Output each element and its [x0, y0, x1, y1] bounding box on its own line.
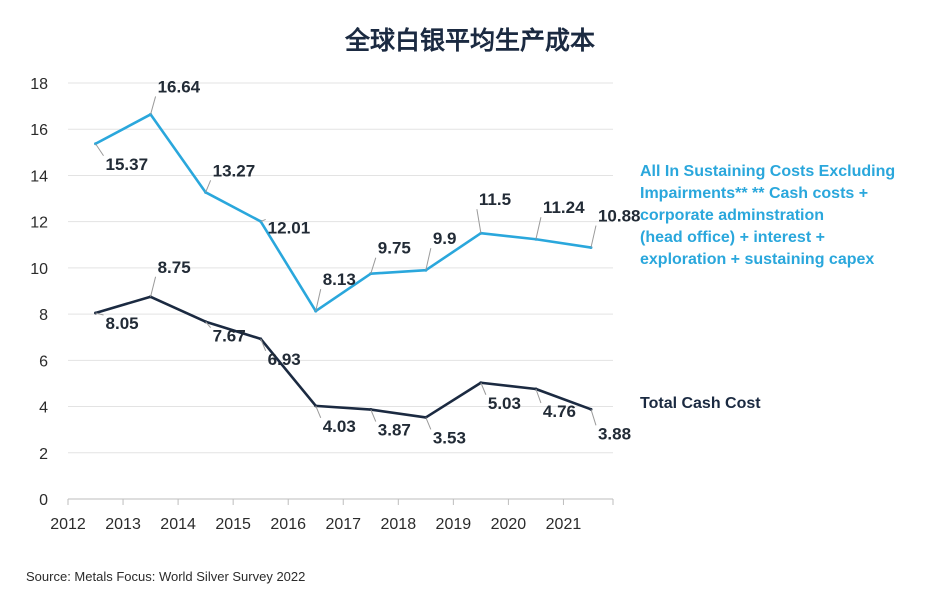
axes: 0 2 4 6 8 10 12 14 16 18 2012 2013 2014 2015 2016 2017 2… [30, 76, 614, 533]
x-tick-label: 2017 [325, 516, 361, 533]
legend-line: exploration + sustaining capex [640, 251, 874, 268]
data-label: 7.67 [213, 327, 246, 346]
label-leader [260, 218, 266, 222]
label-leader [535, 388, 542, 404]
x-tick-label: 2018 [381, 516, 417, 533]
data-label: 5.03 [488, 394, 521, 413]
label-leader [315, 405, 322, 419]
legend-line: Impairments** ** Cash costs + [640, 185, 868, 202]
data-label: 4.03 [323, 417, 356, 436]
y-tick-label: 6 [39, 353, 48, 370]
data-label: 13.27 [213, 161, 256, 180]
label-leader [205, 180, 212, 193]
label-leader [95, 143, 104, 157]
data-label: 9.75 [378, 239, 411, 258]
data-label: 8.05 [106, 314, 139, 333]
y-tick-label: 16 [30, 122, 48, 139]
legend-line: All In Sustaining Costs Excluding [640, 163, 895, 180]
label-leader [425, 417, 432, 430]
label-leader [535, 217, 542, 240]
x-tick-label: 2012 [50, 516, 86, 533]
series-line [95, 295, 592, 419]
data-label: 3.87 [378, 421, 411, 440]
label-leader [590, 409, 597, 426]
legend: All In Sustaining Costs Excluding Impairm… [640, 163, 895, 412]
x-tick-label: 2016 [270, 516, 306, 533]
y-tick-label: 4 [39, 400, 48, 417]
data-label: 3.53 [433, 428, 466, 447]
y-tick-label: 2 [39, 446, 48, 463]
label-leader [205, 321, 212, 329]
chart-source: Source: Metals Focus: World Silver Surve… [26, 569, 305, 584]
data-label: 12.01 [268, 218, 311, 237]
data-label: 16.64 [158, 77, 201, 96]
series-1: 8.05 8.75 7.67 6.93 4.03 3.87 3.53 5.03 4.76 3.88 [94, 258, 631, 447]
chart-title: 全球白银平均生产成本 [344, 26, 595, 55]
label-leader [370, 257, 377, 274]
label-leader [480, 382, 487, 395]
label-leader [150, 96, 157, 115]
label-leader [476, 209, 482, 234]
legend-line: corporate adminstration [640, 207, 824, 224]
y-tick-label: 10 [30, 261, 48, 278]
y-tick-label: 18 [30, 76, 48, 93]
x-tick-label: 2013 [105, 516, 141, 533]
x-tick-label: 2014 [160, 516, 196, 533]
data-label: 8.75 [158, 258, 191, 277]
gridlines [68, 82, 613, 454]
data-label: 3.88 [598, 424, 631, 443]
data-label: 10.88 [598, 207, 641, 226]
label-leader [315, 288, 322, 312]
y-tick-label: 0 [39, 492, 48, 509]
label-leader [425, 248, 432, 271]
y-tick-label: 12 [30, 215, 48, 232]
legend-entry-1: Total Cash Cost [640, 395, 761, 412]
data-label: 15.37 [106, 155, 149, 174]
data-label: 9.9 [433, 229, 457, 248]
label-leader [95, 312, 104, 316]
x-tick-label: 2015 [215, 516, 251, 533]
label-leader [590, 225, 597, 248]
series-layer: 15.37 16.64 13.27 12.01 8.13 9.75 9.9 11.5 11.24… [94, 77, 641, 447]
label-leader [150, 276, 157, 297]
data-label: 8.13 [323, 270, 356, 289]
label-leader [370, 409, 377, 422]
data-label: 6.93 [268, 350, 301, 369]
legend-line: Total Cash Cost [640, 395, 761, 412]
legend-line: (head office) + interest + [640, 229, 825, 246]
label-leader [260, 338, 267, 352]
x-tick-label: 2020 [491, 516, 527, 533]
x-tick-label: 2021 [546, 516, 582, 533]
series-line [94, 113, 592, 313]
y-tick-label: 14 [30, 168, 48, 185]
series-0: 15.37 16.64 13.27 12.01 8.13 9.75 9.9 11.5 11.24… [94, 77, 641, 313]
data-label: 11.24 [543, 198, 585, 217]
data-label: 4.76 [543, 402, 576, 421]
x-tick-label: 2019 [436, 516, 472, 533]
data-label: 11.5 [479, 190, 511, 209]
y-tick-label: 8 [39, 307, 48, 324]
legend-entry-0: All In Sustaining Costs Excluding Impairm… [640, 163, 895, 268]
